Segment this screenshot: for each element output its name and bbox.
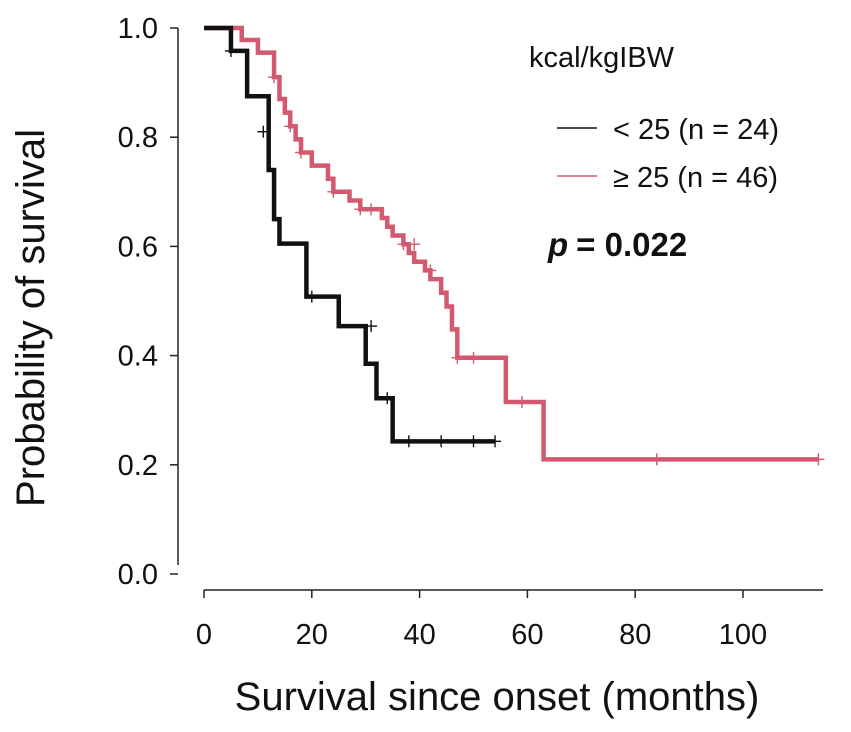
survival-curve bbox=[204, 25, 819, 462]
legend-entry-lt25: < 25 (n = 24) bbox=[613, 114, 779, 146]
p-value-annotation: p = 0.022 bbox=[547, 226, 687, 263]
y-tick-label: 0.4 bbox=[118, 341, 158, 373]
legend: kcal/kgIBW < 25 (n = 24) ≥ 25 (n = 46) bbox=[529, 42, 779, 194]
p-value-symbol: p bbox=[547, 226, 568, 263]
y-tick-label: 1.0 bbox=[118, 13, 158, 45]
x-tick-label: 40 bbox=[403, 619, 435, 651]
y-tick-label: 0.6 bbox=[118, 231, 158, 263]
y-tick-label: 0.8 bbox=[118, 122, 158, 154]
y-axis-label: Probability of survival bbox=[9, 129, 53, 507]
series-lt25 bbox=[204, 25, 502, 448]
series-group bbox=[204, 25, 825, 466]
x-axis: 0 20 40 60 80 100 bbox=[196, 589, 823, 651]
x-axis-label: Survival since onset (months) bbox=[235, 675, 760, 719]
legend-entry-ge25: ≥ 25 (n = 46) bbox=[613, 162, 778, 194]
series-ge25 bbox=[204, 25, 825, 466]
legend-title: kcal/kgIBW bbox=[529, 42, 675, 74]
x-tick-label: 80 bbox=[619, 619, 651, 651]
y-axis: 0.0 0.2 0.4 0.6 0.8 1.0 bbox=[118, 13, 179, 591]
survival-curve bbox=[204, 25, 496, 444]
y-tick-label: 0.0 bbox=[118, 559, 158, 591]
p-value-number: = 0.022 bbox=[576, 226, 687, 263]
x-tick-group: 0 20 40 60 80 100 bbox=[196, 590, 767, 651]
x-tick-label: 0 bbox=[196, 619, 212, 651]
y-tick-label: 0.2 bbox=[118, 450, 158, 482]
x-tick-label: 100 bbox=[719, 619, 767, 651]
x-tick-label: 20 bbox=[296, 619, 328, 651]
y-tick-group: 0.0 0.2 0.4 0.6 0.8 1.0 bbox=[118, 13, 178, 591]
x-tick-label: 60 bbox=[511, 619, 543, 651]
